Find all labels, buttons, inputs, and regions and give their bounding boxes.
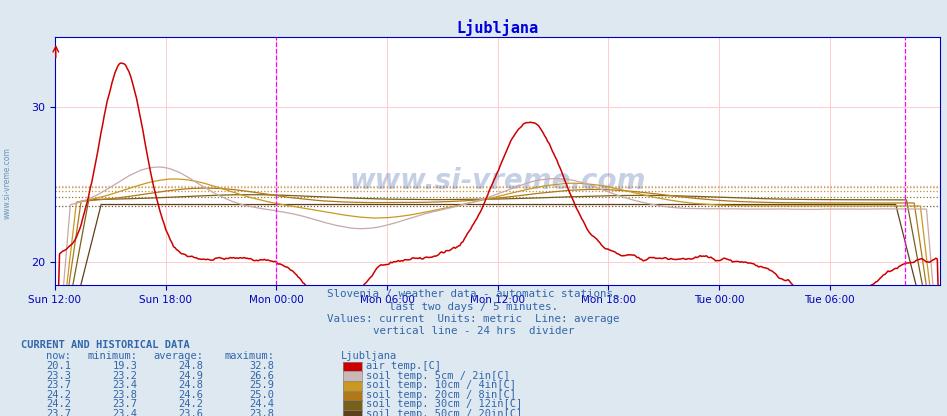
Text: 24.2: 24.2 — [46, 399, 71, 409]
Text: 23.8: 23.8 — [250, 409, 275, 416]
Text: www.si-vreme.com: www.si-vreme.com — [3, 147, 12, 219]
Text: 24.9: 24.9 — [179, 371, 204, 381]
Text: Slovenia / weather data - automatic stations.: Slovenia / weather data - automatic stat… — [328, 290, 619, 300]
Text: soil temp. 10cm / 4in[C]: soil temp. 10cm / 4in[C] — [366, 380, 516, 390]
Text: 25.0: 25.0 — [250, 390, 275, 400]
Text: 24.8: 24.8 — [179, 380, 204, 390]
Text: last two days / 5 minutes.: last two days / 5 minutes. — [389, 302, 558, 312]
Text: 24.4: 24.4 — [250, 399, 275, 409]
Text: 24.2: 24.2 — [179, 399, 204, 409]
Text: vertical line - 24 hrs  divider: vertical line - 24 hrs divider — [373, 327, 574, 337]
Text: 23.7: 23.7 — [46, 380, 71, 390]
Text: average:: average: — [153, 351, 204, 361]
Text: soil temp. 50cm / 20in[C]: soil temp. 50cm / 20in[C] — [366, 409, 523, 416]
Text: 32.8: 32.8 — [250, 361, 275, 371]
Text: Ljubljana: Ljubljana — [341, 351, 397, 361]
Text: 23.8: 23.8 — [113, 390, 137, 400]
Text: 24.2: 24.2 — [46, 390, 71, 400]
Text: 19.3: 19.3 — [113, 361, 137, 371]
Text: 24.8: 24.8 — [179, 361, 204, 371]
Text: soil temp. 5cm / 2in[C]: soil temp. 5cm / 2in[C] — [366, 371, 510, 381]
Text: soil temp. 30cm / 12in[C]: soil temp. 30cm / 12in[C] — [366, 399, 523, 409]
Text: now:: now: — [46, 351, 71, 361]
Text: 23.4: 23.4 — [113, 380, 137, 390]
Title: Ljubljana: Ljubljana — [456, 20, 539, 36]
Text: 23.2: 23.2 — [113, 371, 137, 381]
Text: air temp.[C]: air temp.[C] — [366, 361, 441, 371]
Text: soil temp. 20cm / 8in[C]: soil temp. 20cm / 8in[C] — [366, 390, 516, 400]
Text: 20.1: 20.1 — [46, 361, 71, 371]
Text: 23.7: 23.7 — [46, 409, 71, 416]
Text: minimum:: minimum: — [87, 351, 137, 361]
Text: www.si-vreme.com: www.si-vreme.com — [349, 167, 646, 195]
Text: 23.7: 23.7 — [113, 399, 137, 409]
Text: 26.6: 26.6 — [250, 371, 275, 381]
Text: 25.9: 25.9 — [250, 380, 275, 390]
Text: CURRENT AND HISTORICAL DATA: CURRENT AND HISTORICAL DATA — [21, 340, 189, 350]
Text: 23.3: 23.3 — [46, 371, 71, 381]
Text: 23.4: 23.4 — [113, 409, 137, 416]
Text: maximum:: maximum: — [224, 351, 275, 361]
Text: 23.6: 23.6 — [179, 409, 204, 416]
Text: Values: current  Units: metric  Line: average: Values: current Units: metric Line: aver… — [328, 314, 619, 324]
Text: 24.6: 24.6 — [179, 390, 204, 400]
